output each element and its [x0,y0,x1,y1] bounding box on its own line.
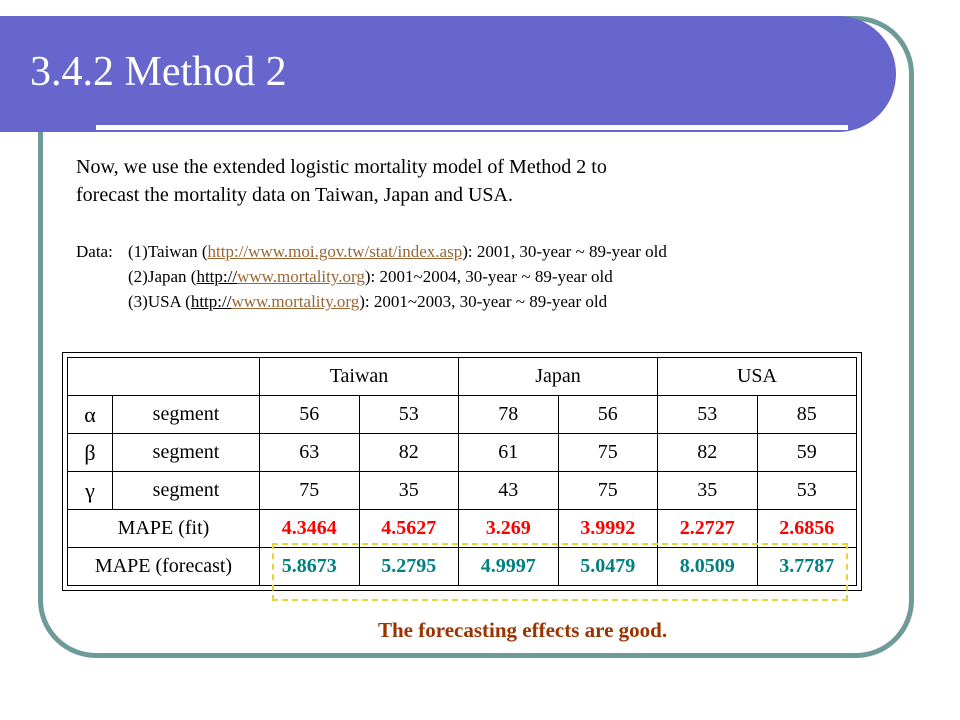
intro-line: Now, we use the extended logistic mortal… [76,156,607,178]
source-suffix: ): 2001~2003, 30-year ~ 89-year old [359,292,608,311]
table-cell: 75 [557,433,658,472]
conclusion-text: The forecasting effects are good. [378,618,668,642]
title-bar [0,16,896,132]
table-cell: 3.9992 [557,509,658,548]
table-header-row: Taiwan Japan USA [67,357,857,396]
table-cell: 56 [557,395,658,434]
header-japan: Japan [458,357,658,396]
corner-cell [67,357,260,396]
table-cell: 35 [358,471,459,510]
data-source-japan: (2)Japan (http://www.mortality.org): 200… [76,264,667,289]
forecast-highlight-box [272,543,848,601]
table-cell: 59 [756,433,857,472]
alpha-symbol: α [67,395,113,434]
table-cell: 35 [657,471,758,510]
usa-link[interactable]: www.mortality.org [231,292,360,311]
table-cell: 4.9997 [458,547,559,586]
table-cell: 85 [756,395,857,434]
table-cell: 82 [657,433,758,472]
data-sources: Data: (1)Taiwan (http://www.moi.gov.tw/st… [76,239,667,314]
table-cell: 61 [458,433,559,472]
table-row-mape-fit: MAPE (fit) 4.3464 4.5627 3.269 3.9992 2.… [67,509,857,548]
data-source-usa: (3)USA (http://www.mortality.org): 2001~… [76,289,667,314]
table-cell: 3.269 [458,509,559,548]
intro-line: forecast the mortality data on Taiwan, J… [76,184,513,206]
usa-link-protocol[interactable]: http:// [190,292,232,311]
table-cell: 2.2727 [657,509,758,548]
table-cell: 75 [557,471,658,510]
table-cell: 3.7787 [756,547,857,586]
source-prefix: (2)Japan ( [128,267,197,286]
table-cell: 53 [657,395,758,434]
table-cell: 5.8673 [259,547,360,586]
table-cell: 5.2795 [358,547,459,586]
source-prefix: (1)Taiwan ( [128,242,208,261]
data-label: Data: [76,242,113,261]
japan-link-protocol[interactable]: http:// [196,267,238,286]
source-suffix: ): 2001~2004, 30-year ~ 89-year old [364,267,613,286]
table-cell: 63 [259,433,360,472]
results-table: Taiwan Japan USA α segment 56 53 78 56 5… [62,352,862,591]
source-suffix: ): 2001, 30-year ~ 89-year old [462,242,667,261]
table-cell: 82 [358,433,459,472]
header-taiwan: Taiwan [259,357,459,396]
header-usa: USA [657,357,857,396]
mape-fit-label: MAPE (fit) [67,509,260,548]
table-cell: 53 [756,471,857,510]
gamma-symbol: γ [67,471,113,510]
table-row-beta: β segment 63 82 61 75 82 59 [67,433,857,472]
row-label: segment [112,471,260,510]
table-cell: 2.6856 [756,509,857,548]
row-label: segment [112,395,260,434]
table-cell: 5.0479 [557,547,658,586]
beta-symbol: β [67,433,113,472]
source-prefix: (3)USA ( [128,292,191,311]
row-label: segment [112,433,260,472]
table-cell: 4.3464 [259,509,360,548]
mape-forecast-label: MAPE (forecast) [67,547,260,586]
table-cell: 56 [259,395,360,434]
table-cell: 78 [458,395,559,434]
table-cell: 53 [358,395,459,434]
table-row-alpha: α segment 56 53 78 56 53 85 [67,395,857,434]
intro-text: Now, we use the extended logistic mortal… [76,153,856,209]
table-row-mape-forecast: MAPE (forecast) 5.8673 5.2795 4.9997 5.0… [67,547,857,586]
table-cell: 43 [458,471,559,510]
japan-link[interactable]: www.mortality.org [237,267,365,286]
title-underline [96,125,848,130]
table-row-gamma: γ segment 75 35 43 75 35 53 [67,471,857,510]
data-source-taiwan: Data: (1)Taiwan (http://www.moi.gov.tw/st… [76,239,667,264]
taiwan-link[interactable]: http://www.moi.gov.tw/stat/index.asp [207,242,463,261]
table-cell: 4.5627 [358,509,459,548]
slide-title: 3.4.2 Method 2 [30,49,287,95]
table-cell: 75 [259,471,360,510]
table-cell: 8.0509 [657,547,758,586]
